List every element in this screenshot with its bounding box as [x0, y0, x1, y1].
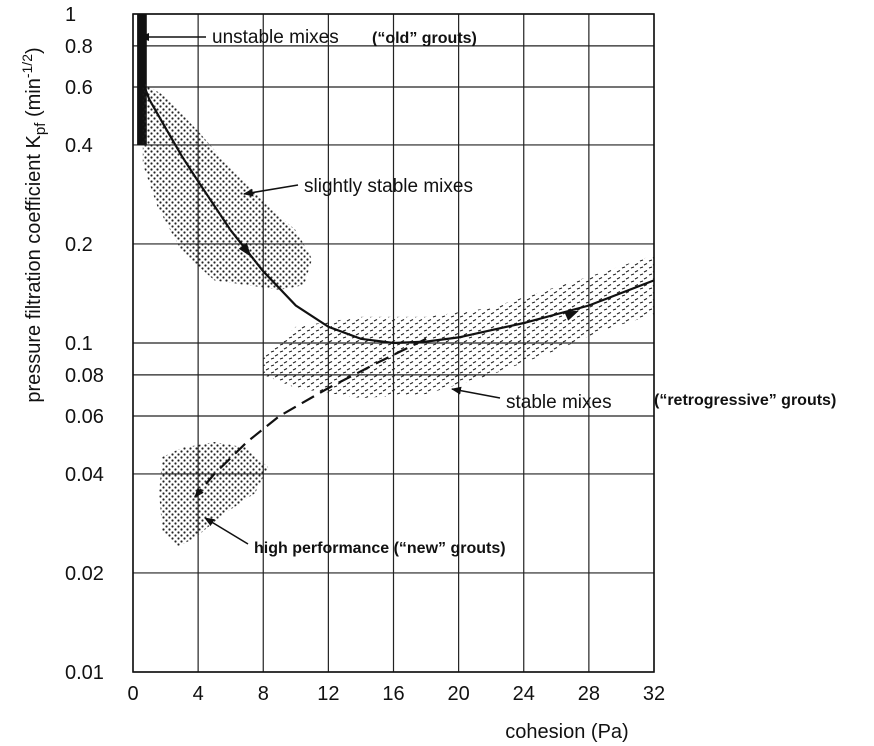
- series-direction-arrow-1: [564, 310, 580, 321]
- y-tick-label-7: 0.4: [65, 135, 93, 157]
- y-axis-title-sub: pf: [32, 122, 49, 135]
- series-direction-arrow-0: [238, 242, 252, 257]
- y-tick-label-5: 0.1: [65, 333, 93, 355]
- x-axis-title: cohesion (Pa): [505, 721, 628, 743]
- annotation-slightly-stable: slightly stable mixes: [304, 176, 473, 197]
- y-tick-label-8: 0.6: [65, 77, 93, 99]
- x-tick-label-8: 32: [643, 683, 665, 705]
- y-axis-title-exp: -1/2: [19, 54, 35, 78]
- region-high-performance: [159, 442, 269, 547]
- annotation-unstable: unstable mixes: [212, 27, 339, 48]
- x-tick-label-2: 8: [258, 683, 269, 705]
- leader-stable: [451, 386, 501, 399]
- y-tick-label-2: 0.04: [65, 464, 104, 486]
- leader-high-performance: [204, 517, 249, 545]
- x-tick-label-6: 24: [513, 683, 535, 705]
- y-tick-label-9: 0.8: [65, 36, 93, 58]
- y-tick-label-4: 0.08: [65, 365, 104, 387]
- x-tick-label-7: 28: [578, 683, 600, 705]
- y-tick-label-1: 0.02: [65, 563, 104, 585]
- series-line-1: [194, 337, 427, 498]
- x-tick-label-5: 20: [448, 683, 470, 705]
- x-tick-label-0: 0: [127, 683, 138, 705]
- y-axis-title: pressure filtration coefficient Kpf (min…: [19, 47, 49, 402]
- y-tick-label-0: 0.01: [65, 662, 104, 684]
- annotation-high-performance: high performance (“new” grouts): [254, 540, 506, 557]
- y-tick-label-3: 0.06: [65, 406, 104, 428]
- y-tick-label-6: 0.2: [65, 234, 93, 256]
- leader-slightly-stable: [243, 184, 299, 197]
- annotation-old-grouts: (“old” grouts): [372, 30, 477, 47]
- y-tick-label-10: 1: [65, 4, 76, 26]
- y-axis-title-main: pressure filtration coefficient K: [23, 134, 45, 402]
- region-slightly-stable-mixes: [142, 82, 313, 290]
- region-stable-mixes: [263, 255, 654, 399]
- x-axis-ticks: 0 4 8 12 16 20 24 28 32: [127, 683, 665, 705]
- series-line-0: [140, 77, 655, 345]
- x-tick-label-3: 12: [317, 683, 339, 705]
- x-tick-label-1: 4: [193, 683, 204, 705]
- annotation-stable: stable mixes: [506, 392, 612, 413]
- series-lines: [140, 77, 655, 498]
- x-tick-label-4: 16: [382, 683, 404, 705]
- regions: [137, 14, 654, 547]
- plot-frame: [132, 13, 655, 673]
- y-axis-ticks: 0.01 0.02 0.04 0.06 0.08 0.1 0.2 0.4 0.6 0.8 1: [65, 4, 104, 684]
- y-axis-title-close: ): [23, 47, 45, 54]
- annotation-retrogressive: (“retrogressive” grouts): [654, 392, 836, 409]
- annotation-leaders: [139, 33, 501, 545]
- y-axis-title-unit: (min: [23, 78, 45, 122]
